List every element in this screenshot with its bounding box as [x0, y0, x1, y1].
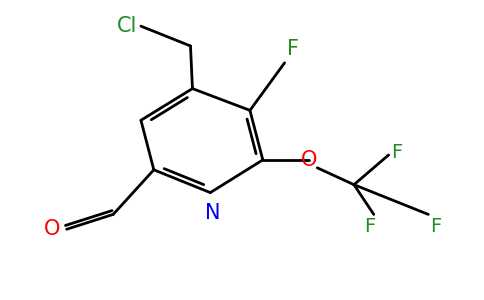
- Text: N: N: [205, 202, 220, 223]
- Text: F: F: [392, 143, 403, 163]
- Text: F: F: [430, 218, 441, 236]
- Text: O: O: [301, 150, 318, 170]
- Text: Cl: Cl: [117, 16, 137, 36]
- Text: O: O: [45, 219, 60, 239]
- Text: F: F: [364, 218, 376, 236]
- Text: F: F: [287, 39, 299, 59]
